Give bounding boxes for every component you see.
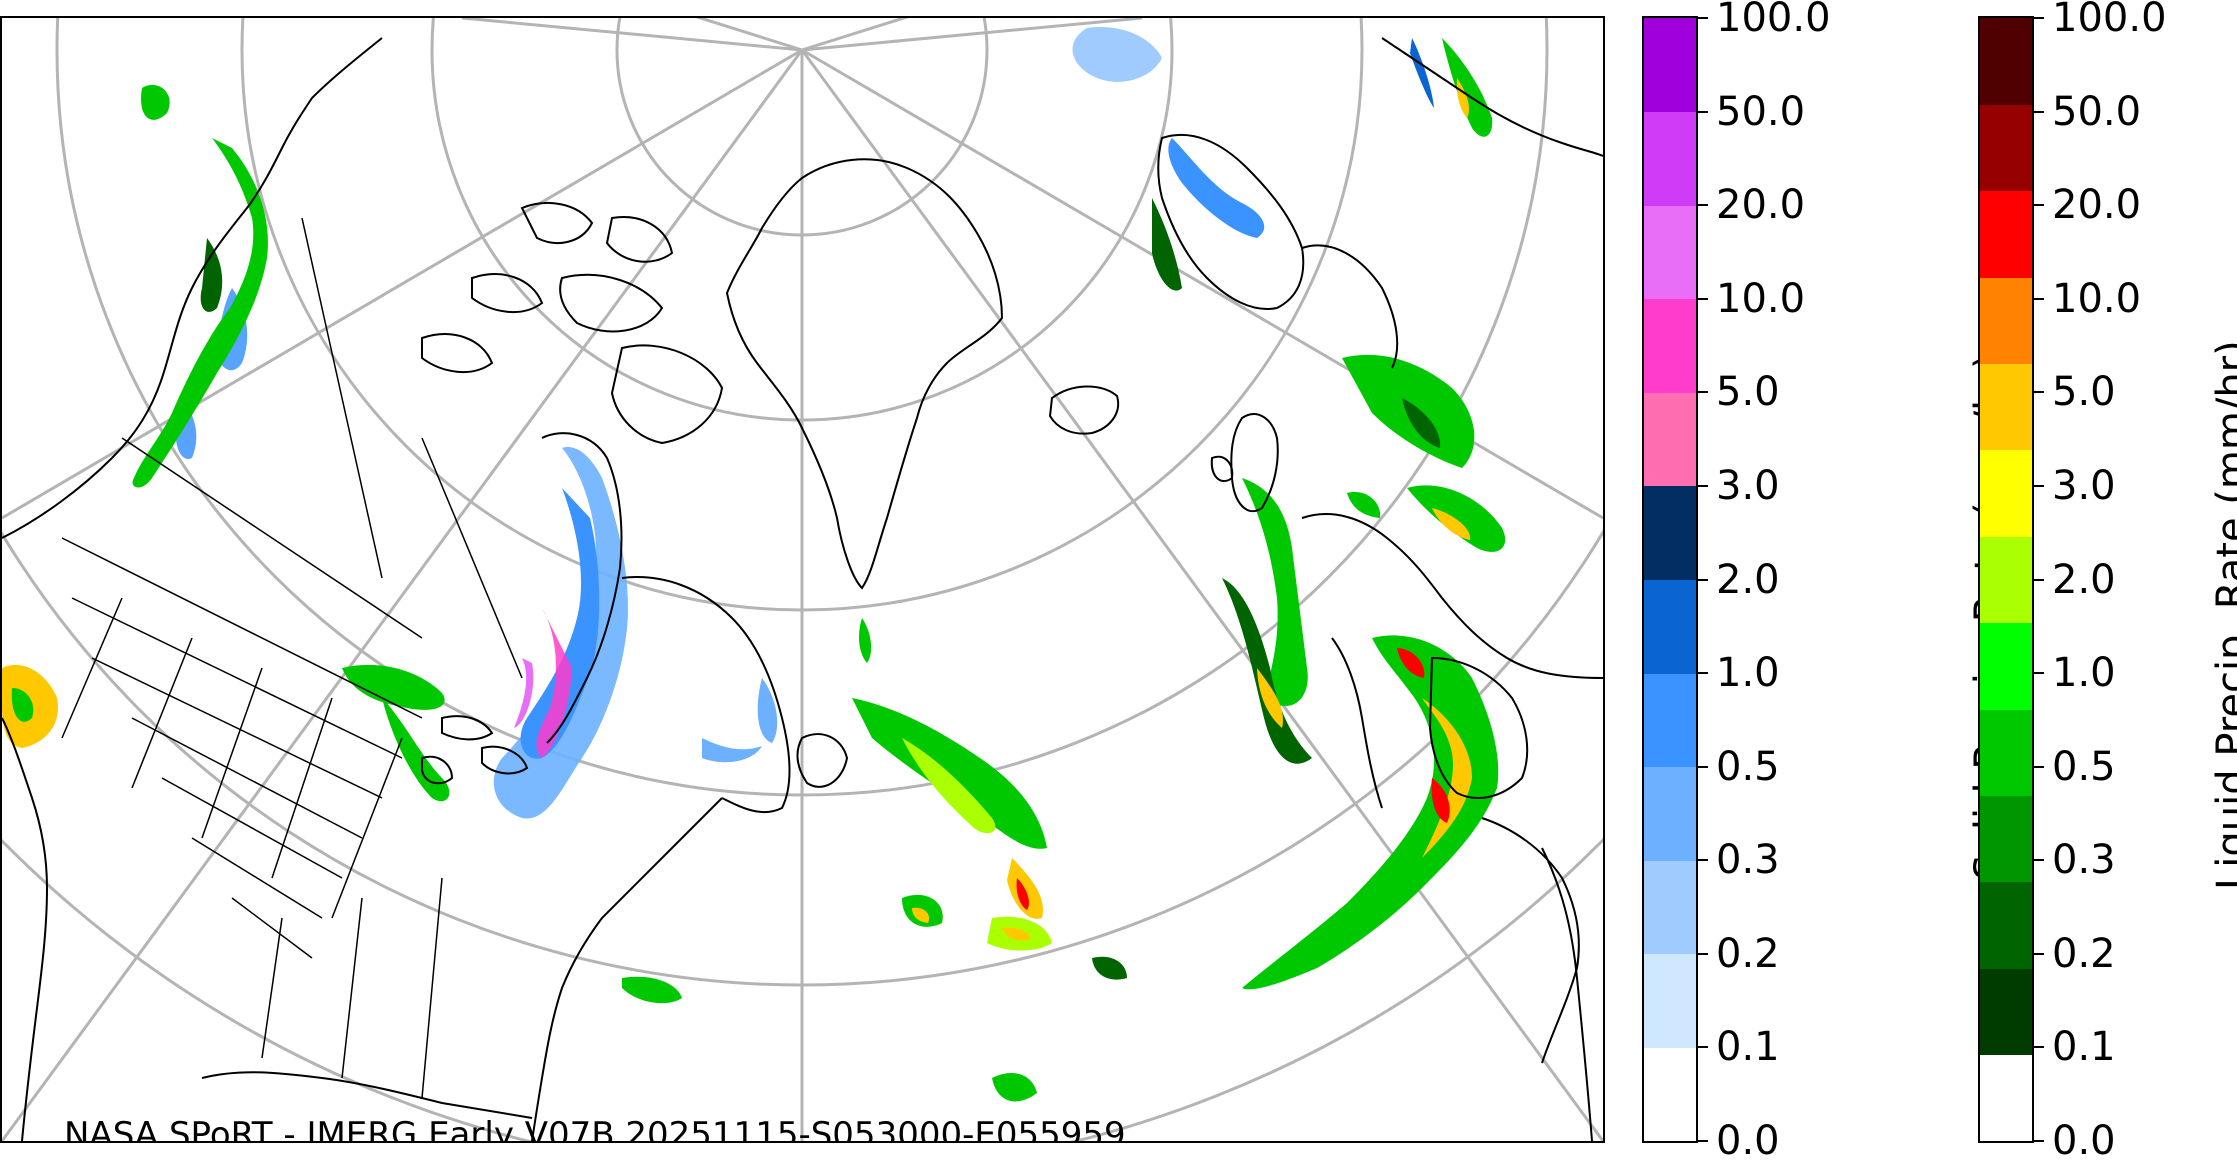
solid-precip-colorbar xyxy=(1642,16,1698,1143)
liquid-precip-colorbar xyxy=(1978,16,2034,1143)
liquid-colorbar-segment xyxy=(1980,277,2032,365)
solid-colorbar-segment xyxy=(1644,953,1696,1048)
solid-colorbar-tick-mark xyxy=(1698,110,1708,113)
political-borders xyxy=(61,217,523,1099)
liquid-colorbar-tick-mark xyxy=(2034,672,2044,675)
solid-colorbar-tick-mark xyxy=(1698,765,1708,768)
liquid-colorbar-segment xyxy=(1980,968,2032,1056)
liquid-colorbar-segment xyxy=(1980,795,2032,883)
solid-colorbar-segment xyxy=(1644,111,1696,206)
liquid-colorbar-segment xyxy=(1980,536,2032,624)
solid-colorbar-tick-mark xyxy=(1698,952,1708,955)
solid-colorbar-tick-label: 0.5 xyxy=(1716,743,1780,790)
liquid-colorbar-segment xyxy=(1980,1054,2032,1142)
solid-colorbar-tick-mark xyxy=(1698,578,1708,581)
liquid-colorbar-tick-label: 0.1 xyxy=(2052,1024,2116,1071)
solid-colorbar-tick-mark xyxy=(1698,1140,1708,1142)
solid-colorbar-tick-mark xyxy=(1698,204,1708,207)
liquid-colorbar-tick-mark xyxy=(2034,17,2044,19)
liquid-colorbar-tick-mark xyxy=(2034,952,2044,955)
liquid-colorbar-tick-mark xyxy=(2034,859,2044,862)
liquid-colorbar-segment xyxy=(1980,363,2032,451)
solid-colorbar-segment xyxy=(1644,673,1696,768)
liquid-colorbar-tick-label: 3.0 xyxy=(2052,462,2116,509)
solid-colorbar-tick-label: 1.0 xyxy=(1716,650,1780,697)
longitude-meridians xyxy=(2,18,1603,1141)
solid-colorbar-tick-label: 100.0 xyxy=(1716,0,1831,41)
data-credit-label: NASA SPoRT - IMERG Early V07B 20251115-S… xyxy=(64,1115,1126,1143)
solid-colorbar-tick-mark xyxy=(1698,484,1708,487)
solid-colorbar-tick-label: 2.0 xyxy=(1716,556,1780,603)
solid-colorbar-segment xyxy=(1644,766,1696,861)
liquid-colorbar-tick-label: 50.0 xyxy=(2052,88,2142,135)
precip-map: NASA SPoRT - IMERG Early V07B 20251115-S… xyxy=(0,16,1605,1143)
liquid-colorbar-segment xyxy=(1980,622,2032,710)
solid-colorbar-tick-label: 0.3 xyxy=(1716,837,1780,884)
liquid-colorbar-tick-label: 10.0 xyxy=(2052,275,2142,322)
solid-colorbar-tick-label: 0.1 xyxy=(1716,1024,1780,1071)
liquid-colorbar-segment xyxy=(1980,881,2032,969)
liquid-colorbar-title: Liquid Precip. Rate (mm/hr) xyxy=(2209,340,2237,890)
solid-colorbar-tick-label: 3.0 xyxy=(1716,462,1780,509)
solid-colorbar-segment xyxy=(1644,1047,1696,1142)
liquid-colorbar-tick-label: 20.0 xyxy=(2052,182,2142,229)
liquid-colorbar-tick-mark xyxy=(2034,1140,2044,1142)
liquid-colorbar-tick-mark xyxy=(2034,391,2044,394)
solid-colorbar-tick-label: 0.2 xyxy=(1716,930,1780,977)
snow-precip xyxy=(175,27,1434,819)
solid-colorbar-segment xyxy=(1644,205,1696,300)
map-canvas xyxy=(2,18,1603,1141)
solid-colorbar-segment xyxy=(1644,860,1696,955)
liquid-colorbar-tick-label: 0.2 xyxy=(2052,930,2116,977)
liquid-colorbar-tick-mark xyxy=(2034,484,2044,487)
liquid-colorbar-tick-label: 0.3 xyxy=(2052,837,2116,884)
solid-colorbar-segment xyxy=(1644,485,1696,580)
solid-colorbar-tick-label: 10.0 xyxy=(1716,275,1806,322)
liquid-colorbar-segment xyxy=(1980,190,2032,278)
liquid-colorbar-tick-label: 5.0 xyxy=(2052,369,2116,416)
solid-colorbar-tick-mark xyxy=(1698,391,1708,394)
solid-colorbar-segment xyxy=(1644,18,1696,113)
liquid-colorbar-segment xyxy=(1980,104,2032,192)
liquid-colorbar-tick-label: 0.5 xyxy=(2052,743,2116,790)
solid-colorbar-segment xyxy=(1644,579,1696,674)
liquid-colorbar-tick-label: 100.0 xyxy=(2052,0,2167,41)
liquid-colorbar-tick-mark xyxy=(2034,578,2044,581)
solid-colorbar-tick-label: 50.0 xyxy=(1716,88,1806,135)
solid-colorbar-tick-mark xyxy=(1698,672,1708,675)
liquid-colorbar-segment xyxy=(1980,709,2032,796)
liquid-colorbar-tick-mark xyxy=(2034,204,2044,207)
liquid-colorbar-segment xyxy=(1980,449,2032,537)
solid-colorbar-segment xyxy=(1644,298,1696,393)
solid-colorbar-tick-mark xyxy=(1698,1046,1708,1049)
liquid-colorbar-tick-mark xyxy=(2034,110,2044,113)
liquid-colorbar-segment xyxy=(1980,18,2032,105)
liquid-colorbar-tick-mark xyxy=(2034,297,2044,300)
solid-colorbar-tick-mark xyxy=(1698,17,1708,19)
solid-colorbar-segment xyxy=(1644,392,1696,487)
solid-colorbar-tick-label: 5.0 xyxy=(1716,369,1780,416)
coastlines xyxy=(2,37,1603,1141)
solid-colorbar-tick-label: 20.0 xyxy=(1716,182,1806,229)
liquid-colorbar-tick-label: 0.0 xyxy=(2052,1118,2116,1164)
solid-colorbar-tick-label: 0.0 xyxy=(1716,1118,1780,1164)
liquid-colorbar-tick-label: 2.0 xyxy=(2052,556,2116,603)
liquid-colorbar-tick-label: 1.0 xyxy=(2052,650,2116,697)
liquid-colorbar-tick-mark xyxy=(2034,1046,2044,1049)
solid-colorbar-tick-mark xyxy=(1698,859,1708,862)
liquid-colorbar-tick-mark xyxy=(2034,765,2044,768)
solid-colorbar-tick-mark xyxy=(1698,297,1708,300)
rain-precip xyxy=(2,38,1506,1102)
